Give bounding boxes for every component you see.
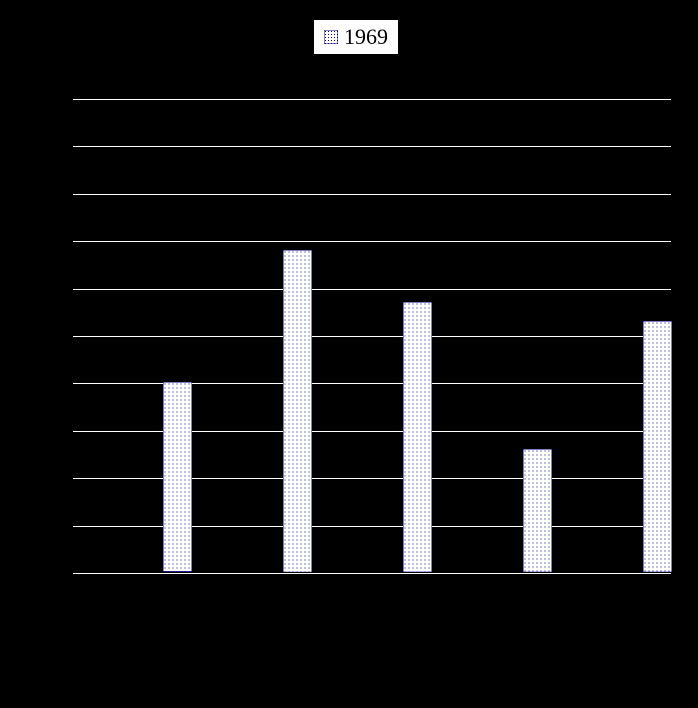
bar	[163, 382, 192, 572]
gridline	[73, 146, 671, 147]
gridline	[73, 194, 671, 195]
plot-area	[73, 99, 671, 572]
bar	[643, 321, 672, 572]
bar	[283, 250, 312, 572]
gridline	[73, 289, 671, 290]
bar	[403, 302, 432, 572]
legend-label: 1969	[344, 24, 388, 50]
legend-swatch-icon	[324, 30, 338, 44]
legend: 1969	[314, 20, 398, 54]
gridline	[73, 99, 671, 100]
gridline	[73, 336, 671, 337]
gridline	[73, 241, 671, 242]
baseline	[73, 573, 671, 574]
bar	[523, 449, 552, 572]
